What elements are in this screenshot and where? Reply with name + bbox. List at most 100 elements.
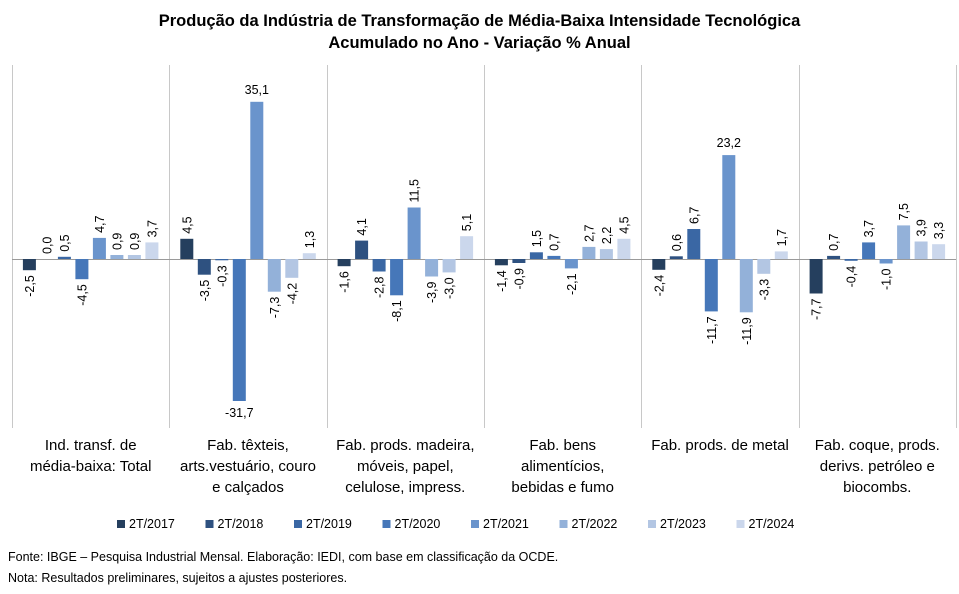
data-label: -2,8 <box>373 276 387 298</box>
legend-label: 2T/2017 <box>129 517 175 531</box>
bar-2T-2019 <box>687 229 701 259</box>
data-label: -11,9 <box>740 317 754 345</box>
data-label: -8,1 <box>390 300 404 322</box>
data-label: 4,1 <box>355 218 369 235</box>
data-label: 0,9 <box>110 233 124 250</box>
bar-2T-2020 <box>862 242 876 259</box>
bar-2T-2018 <box>355 240 369 259</box>
data-label: 0,7 <box>827 233 841 250</box>
data-label: 3,9 <box>915 219 929 236</box>
category-label: móveis, papel, <box>357 458 454 475</box>
category-label: alimentícios, <box>521 458 604 475</box>
data-label: -1,6 <box>338 271 352 293</box>
bar-2T-2019 <box>215 259 229 261</box>
data-label: 11,5 <box>408 179 422 202</box>
bar-2T-2023 <box>127 255 141 259</box>
data-label: 3,7 <box>862 220 876 237</box>
legend-swatch <box>648 520 656 528</box>
data-label: 4,7 <box>93 215 107 232</box>
data-label: -3,0 <box>443 277 457 299</box>
bar-2T-2024 <box>774 251 788 259</box>
bar-2T-2023 <box>442 259 456 273</box>
bar-2T-2019 <box>57 256 71 259</box>
legend-swatch <box>559 520 568 528</box>
category-label: celulose, impress. <box>345 479 465 496</box>
legend-label: 2T/2019 <box>306 517 352 531</box>
legend-label: 2T/2021 <box>483 517 529 531</box>
data-label: -0,9 <box>512 268 526 290</box>
bar-2T-2017 <box>494 259 508 266</box>
data-label: -11,7 <box>705 316 719 344</box>
data-label: -7,3 <box>268 297 282 319</box>
data-label: -0,3 <box>215 265 229 287</box>
data-label: 0,9 <box>128 233 142 250</box>
data-label: -31,7 <box>225 406 254 420</box>
bar-2T-2022 <box>582 246 596 259</box>
bar-2T-2024 <box>932 244 946 259</box>
source-note: Fonte: IBGE – Pesquisa Industrial Mensal… <box>8 550 559 564</box>
data-label: 4,5 <box>617 216 631 233</box>
data-label: -3,3 <box>757 279 771 301</box>
bar-2T-2019 <box>844 259 858 261</box>
category-label: Fab. prods. de metal <box>651 437 789 454</box>
bar-2T-2021 <box>407 207 421 259</box>
bar-2T-2018 <box>669 256 683 259</box>
category-label: biocombs. <box>843 479 911 496</box>
category-label: bebidas e fumo <box>511 479 614 496</box>
data-label: 0,7 <box>547 233 561 250</box>
data-label: 7,5 <box>897 203 911 220</box>
chart-title-block: Produção da Indústria de Transformação d… <box>0 10 959 54</box>
legend-swatch <box>736 520 745 528</box>
legend-label: 2T/2018 <box>218 517 264 531</box>
bar-2T-2017 <box>809 259 823 294</box>
bar-2T-2018 <box>197 259 211 275</box>
bar-2T-2021 <box>250 101 264 259</box>
category-label: Fab. bens <box>529 437 596 454</box>
bar-2T-2021 <box>564 259 578 269</box>
bar-2T-2022 <box>739 259 753 313</box>
data-label: -3,5 <box>198 280 212 302</box>
data-label: 0,0 <box>40 237 54 254</box>
data-label: -2,1 <box>565 273 579 295</box>
data-label: -0,4 <box>845 266 859 288</box>
data-label: -4,2 <box>285 283 299 305</box>
data-label: 35,1 <box>245 83 269 97</box>
data-label: 1,5 <box>530 230 544 247</box>
bar-2T-2024 <box>617 238 631 259</box>
data-label: 23,2 <box>717 136 741 150</box>
legend-swatch <box>117 520 125 528</box>
preliminary-note: Nota: Resultados preliminares, sujeitos … <box>8 571 348 585</box>
bar-2T-2018 <box>512 259 526 263</box>
category-label: Ind. transf. de <box>45 437 137 454</box>
bar-2T-2020 <box>704 259 718 312</box>
bar-2T-2021 <box>722 155 736 259</box>
data-label: 4,5 <box>180 216 194 233</box>
data-label: 1,3 <box>303 231 317 248</box>
bar-2T-2017 <box>22 259 36 271</box>
legend-swatch <box>382 520 391 528</box>
bar-2T-2022 <box>897 225 911 259</box>
category-label: derivs. petróleo e <box>820 458 935 475</box>
data-label: -3,9 <box>425 281 439 303</box>
data-label: 0,6 <box>670 234 684 251</box>
legend-swatch <box>205 520 214 528</box>
chart-title: Produção da Indústria de Transformação d… <box>158 12 801 30</box>
category-label: arts.vestuário, couro <box>180 458 316 475</box>
bar-2T-2020 <box>390 259 404 296</box>
data-label: 1,7 <box>775 229 789 246</box>
data-label: 0,5 <box>58 234 72 251</box>
bar-2T-2017 <box>652 259 666 270</box>
bar-2T-2020 <box>547 255 561 259</box>
data-label: -4,5 <box>75 284 89 306</box>
chart-subtitle: Acumulado no Ano - Variação % Anual <box>328 34 631 52</box>
data-label: 3,3 <box>932 222 946 239</box>
category-label: Fab. têxteis, <box>207 437 289 454</box>
data-label: 5,1 <box>460 214 474 231</box>
bar-2T-2024 <box>145 242 159 259</box>
bar-2T-2021 <box>879 259 893 264</box>
bar-2T-2019 <box>529 252 543 259</box>
bar-2T-2024 <box>302 253 316 259</box>
data-label: -1,0 <box>880 268 894 290</box>
bar-2T-2021 <box>92 237 106 259</box>
